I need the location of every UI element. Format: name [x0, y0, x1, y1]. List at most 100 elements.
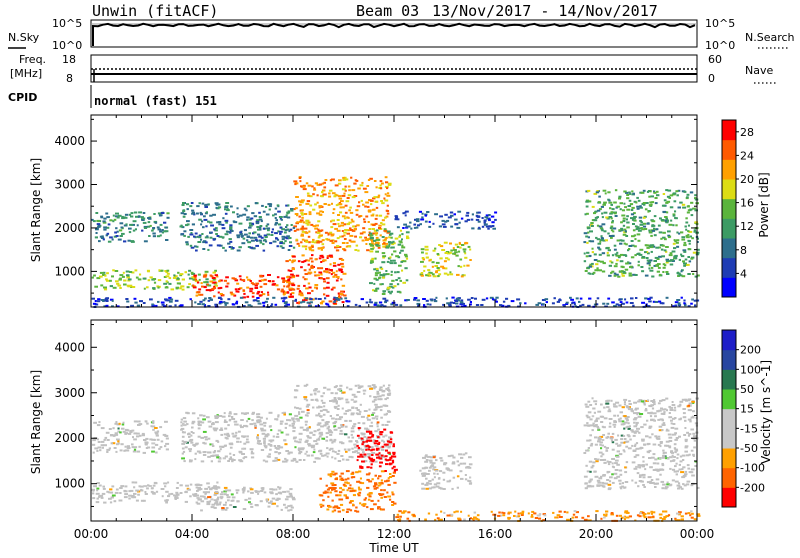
power-region-10	[91, 296, 700, 308]
power-y-axis-title: Slant Range [km]	[29, 158, 43, 262]
velocity-region-7	[419, 452, 473, 490]
power-colorbar-tick-2: 12	[740, 220, 754, 233]
velocity-colorbar-swatch-7	[722, 349, 736, 370]
velocity-colorbar-tick-3: 15	[740, 403, 754, 416]
power-panel: 1000 2000 3000 4000	[54, 114, 700, 308]
x-tick-label-0: 00:00	[74, 527, 109, 541]
velocity-colorbar-tick-2: 50	[740, 383, 754, 396]
y-tick-label-0: 1000	[54, 264, 85, 278]
velocity-pixels	[91, 383, 701, 522]
power-region-3	[293, 176, 392, 252]
power-colorbar-swatch-2	[722, 238, 736, 259]
velocity-colorbar-swatch-4	[722, 408, 736, 429]
cpid-value: normal (fast) 151	[94, 94, 217, 108]
date-range: 13/Nov/2017 - 14/Nov/2017	[432, 2, 658, 20]
power-colorbar-label: Power [dB]	[757, 172, 771, 237]
velocity-panel: 1000 2000 3000 4000	[54, 319, 701, 522]
power-colorbar-swatch-0	[722, 277, 736, 298]
velocity-region-9	[395, 510, 701, 522]
power-colorbar-tick-5: 24	[740, 149, 754, 162]
power-colorbar-swatch-6	[722, 159, 736, 180]
power-colorbar-tick-1: 8	[740, 244, 747, 257]
velocity-colorbar-tick-1: 100	[740, 363, 761, 376]
freq-tick-bottom: 8	[66, 72, 73, 85]
nsearch-label: N.Search	[745, 31, 795, 44]
velocity-colorbar-swatch-6	[722, 369, 736, 390]
y-tick-label-1: 2000	[54, 431, 85, 445]
x-tick-label-6: 00:00	[680, 527, 715, 541]
velocity-region-1	[192, 486, 296, 512]
velocity-region-2	[293, 383, 393, 463]
velocity-colorbar-swatch-0	[722, 487, 736, 508]
velocity-colorbar: 200 100 50 15 -15 -50 -100 -200	[721, 329, 765, 508]
velocity-colorbar-swatch-2	[722, 448, 736, 469]
power-region-4	[91, 211, 170, 243]
velocity-colorbar-tick-7: -200	[740, 481, 765, 494]
power-colorbar: 4 8 12 16 20 24 28	[721, 119, 754, 298]
nsky-series-line	[92, 22, 696, 46]
power-colorbar-tick-6: 28	[740, 126, 754, 139]
power-colorbar-tick-3: 16	[740, 197, 754, 210]
velocity-region-8	[583, 397, 700, 491]
velocity-colorbar-swatch-3	[722, 428, 736, 449]
freq-label: Freq.	[19, 53, 46, 66]
velocity-colorbar-swatch-5	[722, 389, 736, 410]
y-tick-label-3: 4000	[54, 340, 85, 354]
nave-tick-top: 60	[708, 53, 722, 66]
x-tick-label-2: 08:00	[276, 527, 311, 541]
velocity-region-3	[92, 420, 170, 454]
beam-label: Beam 03	[356, 2, 419, 20]
power-colorbar-tick-4: 20	[740, 173, 754, 186]
nsky-panel-frame	[90, 19, 698, 48]
velocity-colorbar-label: Velocity [m s^-1]	[759, 360, 773, 464]
power-region-8	[419, 241, 472, 278]
velocity-region-5	[318, 470, 397, 513]
power-frame	[90, 114, 698, 308]
power-colorbar-swatch-1	[722, 257, 736, 278]
cpid-label: CPID	[8, 91, 37, 104]
power-region-7	[394, 210, 498, 230]
velocity-colorbar-tick-4: -15	[740, 422, 758, 435]
freq-panel-frame	[90, 54, 698, 83]
power-colorbar-swatch-5	[722, 179, 736, 200]
nsky-tick-top: 10^5	[52, 17, 82, 30]
velocity-region-4	[180, 411, 297, 463]
power-pixels	[91, 176, 700, 308]
freq-unit: [MHz]	[10, 67, 42, 80]
nsearch-tick-top: 10^5	[705, 17, 735, 30]
power-colorbar-tick-0: 4	[740, 267, 747, 280]
power-region-9	[583, 189, 700, 278]
nave-label: Nave	[745, 64, 773, 77]
velocity-colorbar-swatch-8	[722, 330, 736, 351]
y-tick-label-3: 4000	[54, 134, 85, 148]
y-tick-label-2: 3000	[54, 386, 85, 400]
x-axis-title: Time UT	[368, 541, 419, 554]
velocity-colorbar-tick-6: -100	[740, 462, 765, 475]
x-axis-labels: 00:00 04:00 08:00 12:00 16:00 20:00 00:00	[74, 527, 715, 541]
y-tick-label-1: 2000	[54, 221, 85, 235]
velocity-y-axis-title: Slant Range [km]	[29, 370, 43, 474]
velocity-colorbar-swatch-1	[722, 467, 736, 488]
power-region-0	[91, 269, 218, 291]
power-colorbar-swatch-3	[722, 218, 736, 239]
nave-tick-bottom: 0	[708, 72, 715, 85]
y-tick-label-2: 3000	[54, 178, 85, 192]
power-region-6	[368, 228, 410, 295]
nsearch-tick-bottom: 10^0	[705, 39, 735, 52]
velocity-region-6	[356, 427, 398, 472]
power-region-5	[179, 202, 296, 252]
power-colorbar-swatch-4	[722, 198, 736, 219]
nsky-label: N.Sky	[8, 31, 40, 44]
x-tick-label-1: 04:00	[175, 527, 210, 541]
power-region-2	[282, 254, 347, 305]
velocity-colorbar-tick-0: 200	[740, 344, 761, 357]
x-tick-label-5: 20:00	[579, 527, 614, 541]
power-colorbar-swatch-8	[722, 120, 736, 141]
velocity-colorbar-tick-5: -50	[740, 442, 758, 455]
nsky-tick-bottom: 10^0	[52, 39, 82, 52]
station-title: Unwin (fitACF)	[92, 2, 218, 20]
y-tick-label-0: 1000	[54, 477, 85, 491]
x-tick-label-4: 16:00	[478, 527, 513, 541]
